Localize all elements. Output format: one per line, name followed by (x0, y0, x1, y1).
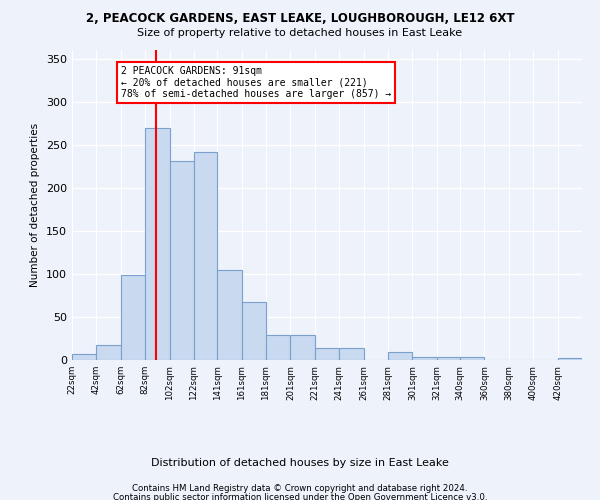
Text: 2, PEACOCK GARDENS, EAST LEAKE, LOUGHBOROUGH, LE12 6XT: 2, PEACOCK GARDENS, EAST LEAKE, LOUGHBOR… (86, 12, 514, 26)
Text: Contains public sector information licensed under the Open Government Licence v3: Contains public sector information licen… (113, 493, 487, 500)
Bar (217, 270, 242, 360)
Bar (194, 152, 217, 360)
Text: 2 PEACOCK GARDENS: 91sqm
← 20% of detached houses are smaller (221)
78% of semi-: 2 PEACOCK GARDENS: 91sqm ← 20% of detach… (121, 66, 391, 98)
Bar (315, 348, 339, 360)
Bar (437, 358, 460, 360)
Text: Size of property relative to detached houses in East Leake: Size of property relative to detached ho… (137, 28, 463, 38)
Text: Contains HM Land Registry data © Crown copyright and database right 2024.: Contains HM Land Registry data © Crown c… (132, 484, 468, 493)
Bar (557, 358, 582, 360)
Bar (170, 161, 194, 360)
Y-axis label: Number of detached properties: Number of detached properties (31, 123, 40, 287)
Text: Distribution of detached houses by size in East Leake: Distribution of detached houses by size … (151, 458, 449, 468)
Bar (339, 348, 364, 360)
Bar (412, 358, 437, 360)
Bar (460, 358, 484, 360)
Bar (266, 335, 290, 360)
Bar (72, 354, 97, 360)
Bar (145, 128, 170, 360)
Bar (121, 275, 145, 360)
Bar (290, 335, 315, 360)
Bar (97, 344, 121, 360)
Bar (388, 352, 412, 360)
Bar (242, 302, 266, 360)
